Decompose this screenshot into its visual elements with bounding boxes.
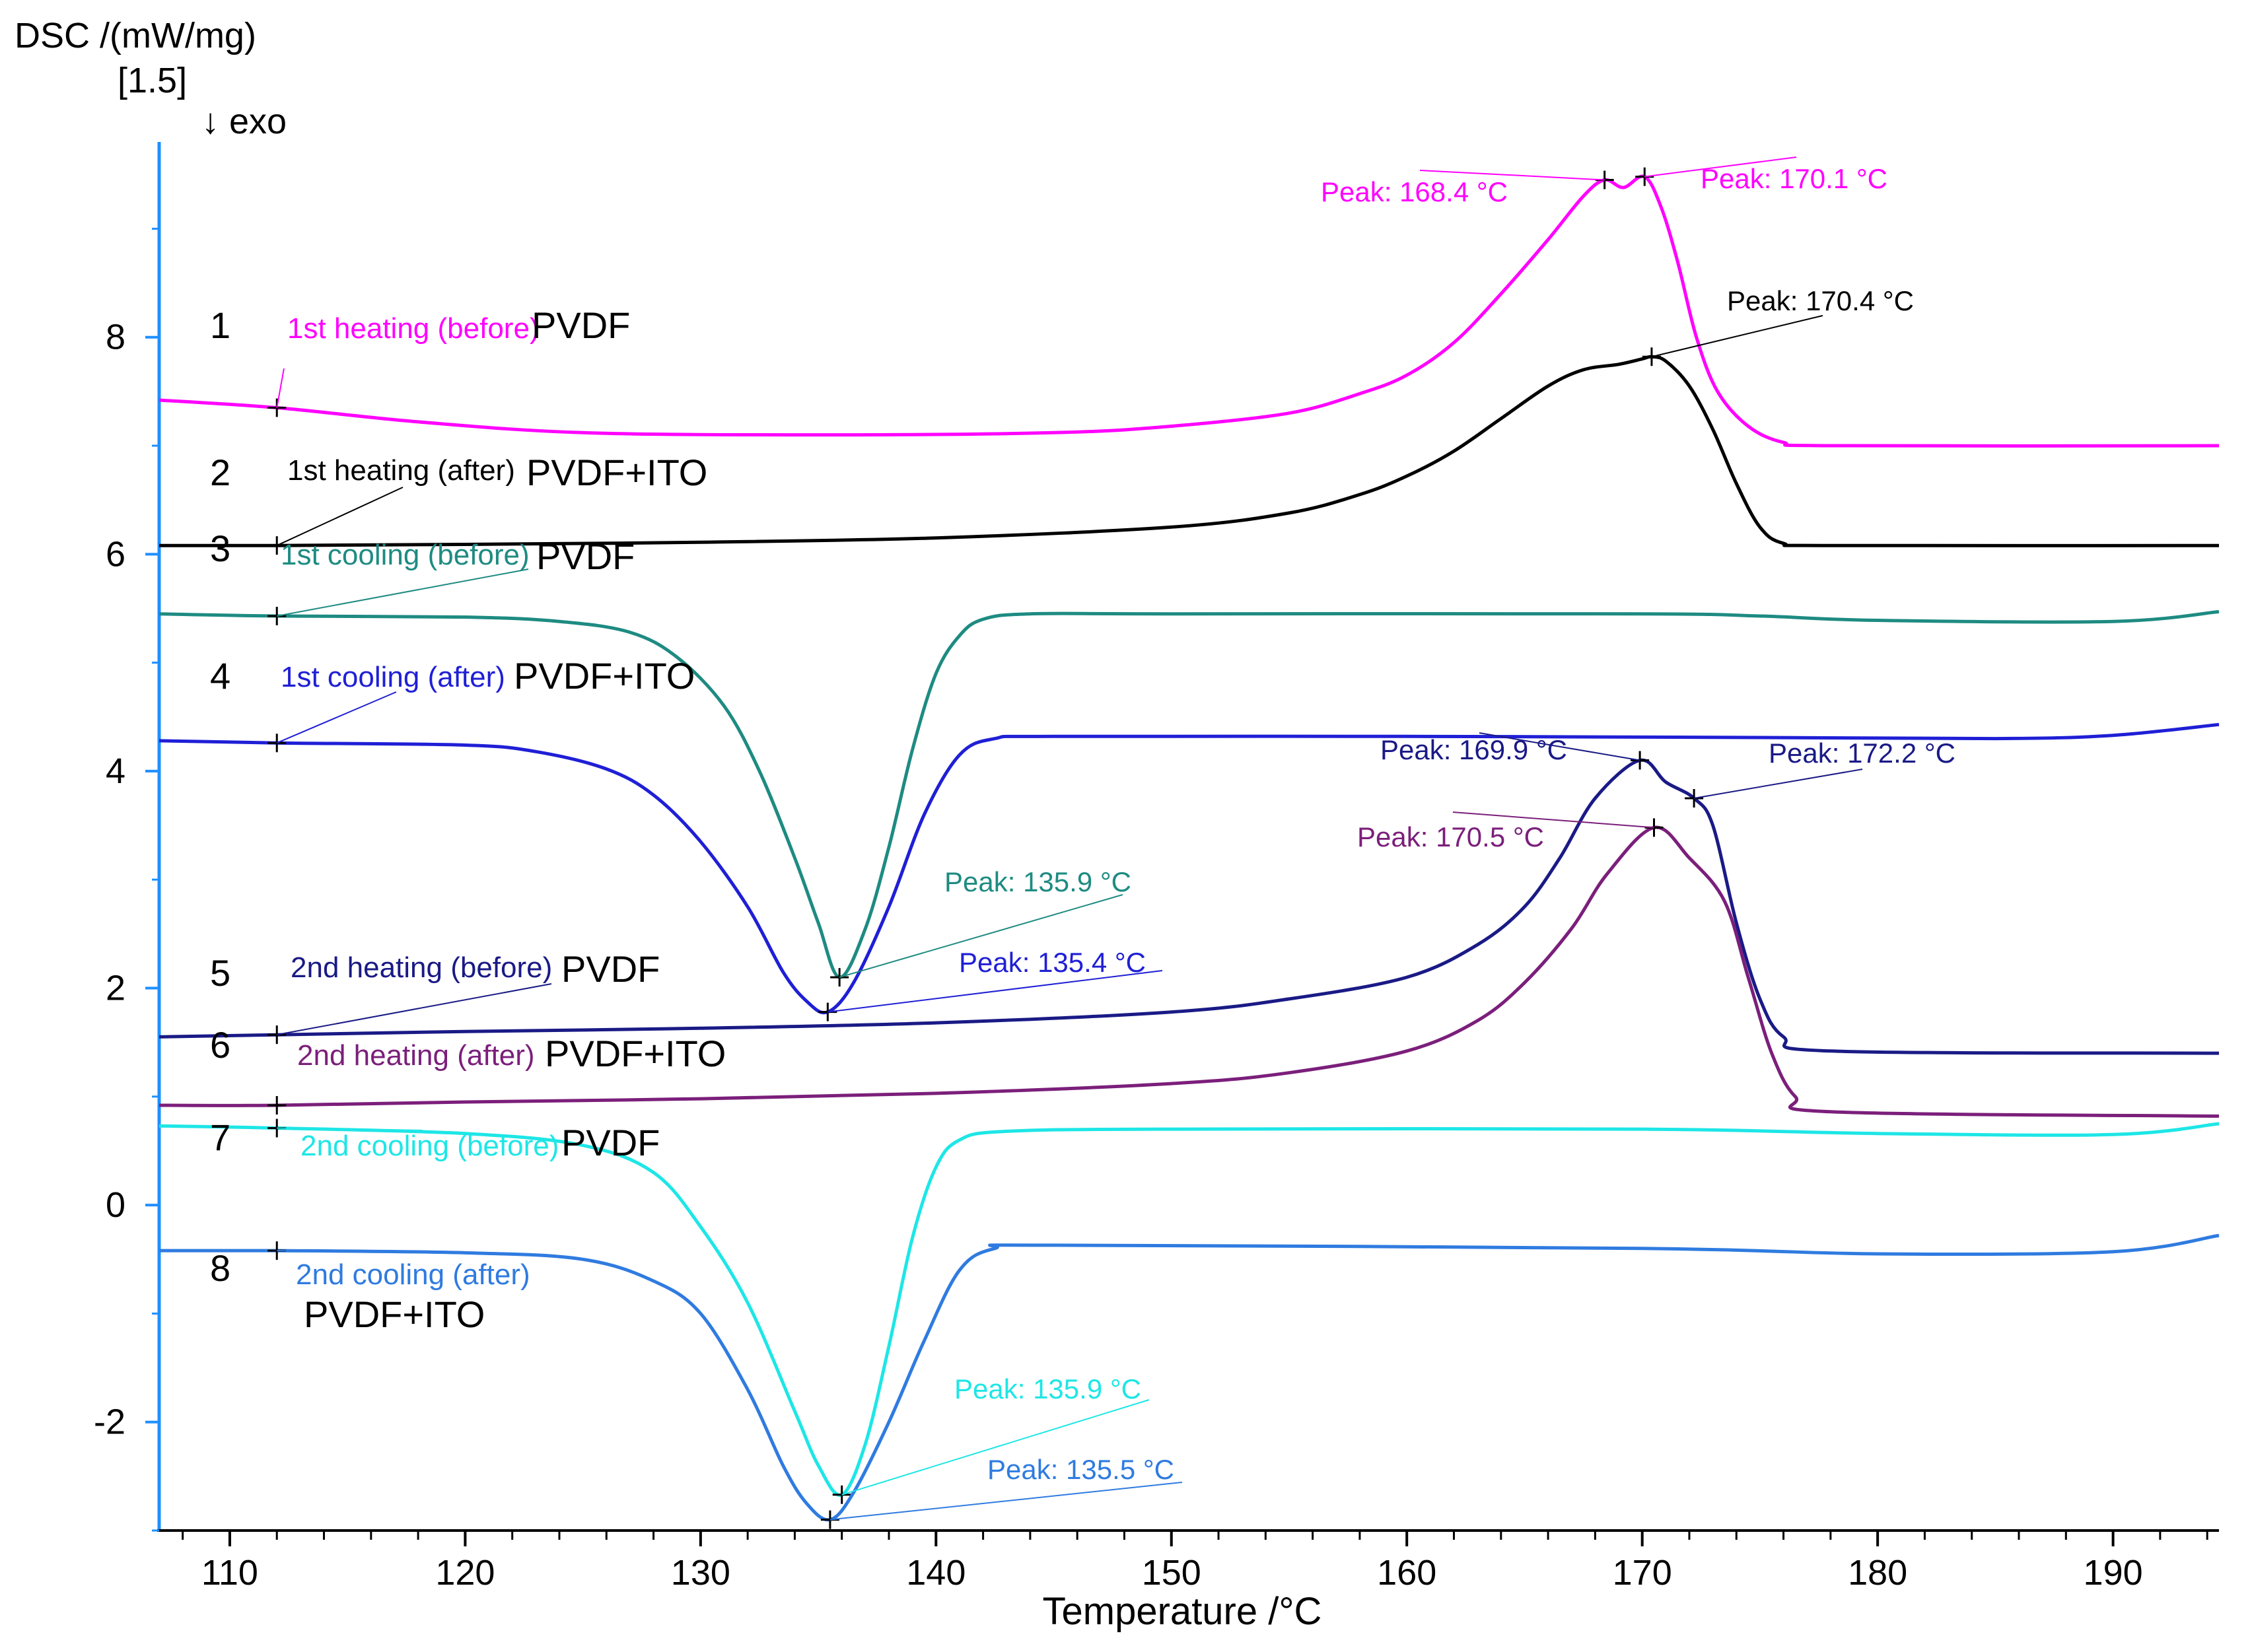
series-material: PVDF xyxy=(561,948,660,990)
series-label-leader xyxy=(276,487,404,547)
peak-label: Peak: 168.4 °C xyxy=(1321,176,1508,207)
exo-direction-note: ↓ exo xyxy=(201,102,287,141)
series-line-3 xyxy=(158,609,2220,979)
peak-leader xyxy=(827,970,1163,1013)
y-tick-label: 6 xyxy=(106,534,125,574)
peak-leader xyxy=(1419,170,1605,181)
series-label-leader xyxy=(277,983,552,1036)
series-material: PVDF xyxy=(561,1122,660,1163)
curve-marker xyxy=(267,1095,287,1115)
series-number: 7 xyxy=(210,1117,230,1158)
series-label: 2nd cooling (after) xyxy=(296,1258,530,1291)
curve-marker xyxy=(1635,167,1654,186)
peak-label: Peak: 135.4 °C xyxy=(959,947,1146,978)
x-tick-label: 140 xyxy=(906,1553,966,1593)
peak-leader xyxy=(1644,156,1797,178)
y-scale-note: [1.5] xyxy=(118,61,187,100)
series-number: 6 xyxy=(210,1024,230,1066)
series-number: 1 xyxy=(210,304,230,346)
series-label: 1st heating (after) xyxy=(287,454,515,487)
x-tick-label: 170 xyxy=(1613,1553,1672,1593)
curve-marker xyxy=(1685,789,1704,808)
series-line-2 xyxy=(158,355,2220,547)
peak-label: Peak: 135.9 °C xyxy=(954,1373,1141,1404)
y-axis-label: DSC /(mW/mg) xyxy=(15,16,256,55)
peak-label: Peak: 170.1 °C xyxy=(1701,163,1887,194)
series-label-leader xyxy=(277,1127,423,1131)
y-ticks: 8 6 4 2 0 -2 xyxy=(94,227,159,1532)
peak-leader xyxy=(1651,315,1823,358)
series-number: 3 xyxy=(210,528,230,569)
peak-label: Peak: 135.5 °C xyxy=(987,1454,1174,1485)
x-tick-label: 190 xyxy=(2084,1553,2143,1593)
series-material: PVDF+ITO xyxy=(514,655,695,697)
series-line-6 xyxy=(158,825,2220,1118)
series-number: 8 xyxy=(210,1247,230,1289)
curve-marker xyxy=(830,968,849,987)
series-number: 4 xyxy=(210,655,230,697)
curve-marker xyxy=(1631,751,1650,770)
y-tick-label: 8 xyxy=(106,318,125,357)
x-ticks: 110 120 130 140 150 160 170 180 190 xyxy=(182,1531,2208,1593)
x-tick-label: 160 xyxy=(1377,1553,1436,1593)
x-tick-label: 150 xyxy=(1142,1553,1201,1593)
series-label-leader xyxy=(276,368,285,408)
y-tick-label: 0 xyxy=(106,1185,125,1225)
y-tick-label: 4 xyxy=(106,751,125,791)
series-label: 1st cooling (before) xyxy=(281,539,530,571)
x-tick-label: 180 xyxy=(1848,1553,1907,1593)
series-lines xyxy=(158,167,2220,1529)
peak-leader xyxy=(1693,769,1863,799)
series-material: PVDF xyxy=(532,304,630,346)
series-number: 2 xyxy=(210,452,230,493)
series-line-5 xyxy=(158,758,2220,1055)
peak-label: Peak: 135.9 °C xyxy=(944,866,1131,897)
peak-leader xyxy=(1452,811,1654,829)
series-label: 1st heating (before) xyxy=(287,312,540,345)
series-material: PVDF+ITO xyxy=(304,1293,485,1335)
series-line-8 xyxy=(158,1233,2220,1522)
y-tick-label: -2 xyxy=(94,1402,125,1442)
peak-label: Peak: 169.9 °C xyxy=(1380,734,1567,765)
series-label: 2nd heating (after) xyxy=(297,1039,535,1072)
series-label: 2nd cooling (before) xyxy=(300,1130,559,1162)
peak-label: Peak: 170.5 °C xyxy=(1357,821,1544,852)
peak-annotations: Peak: 168.4 °C Peak: 170.1 °C Peak: 170.4 … xyxy=(827,156,1955,1521)
peak-label: Peak: 170.4 °C xyxy=(1727,285,1914,316)
peak-leader xyxy=(839,894,1123,979)
series-line-7 xyxy=(158,1122,2220,1497)
y-tick-label: 2 xyxy=(106,969,125,1008)
peak-leader xyxy=(1479,732,1640,761)
series-label-leader xyxy=(276,691,397,744)
series-material: PVDF+ITO xyxy=(526,452,707,493)
series-label: 1st cooling (after) xyxy=(281,661,505,693)
series-label: 2nd heating (before) xyxy=(291,951,552,984)
peak-leader xyxy=(829,1482,1183,1521)
series-line-1 xyxy=(158,174,2220,448)
series-number: 5 xyxy=(210,952,230,994)
series-line-4 xyxy=(158,722,2220,1015)
peak-label: Peak: 172.2 °C xyxy=(1769,738,1955,769)
x-axis-label: Temperature /°C xyxy=(1043,1590,1322,1633)
peak-leader xyxy=(841,1399,1150,1496)
x-tick-label: 110 xyxy=(201,1553,258,1593)
series-label-leader xyxy=(277,568,529,617)
x-tick-label: 130 xyxy=(671,1553,730,1593)
series-material: PVDF xyxy=(536,535,635,577)
x-tick-label: 120 xyxy=(435,1553,495,1593)
series-material: PVDF+ITO xyxy=(545,1033,726,1074)
